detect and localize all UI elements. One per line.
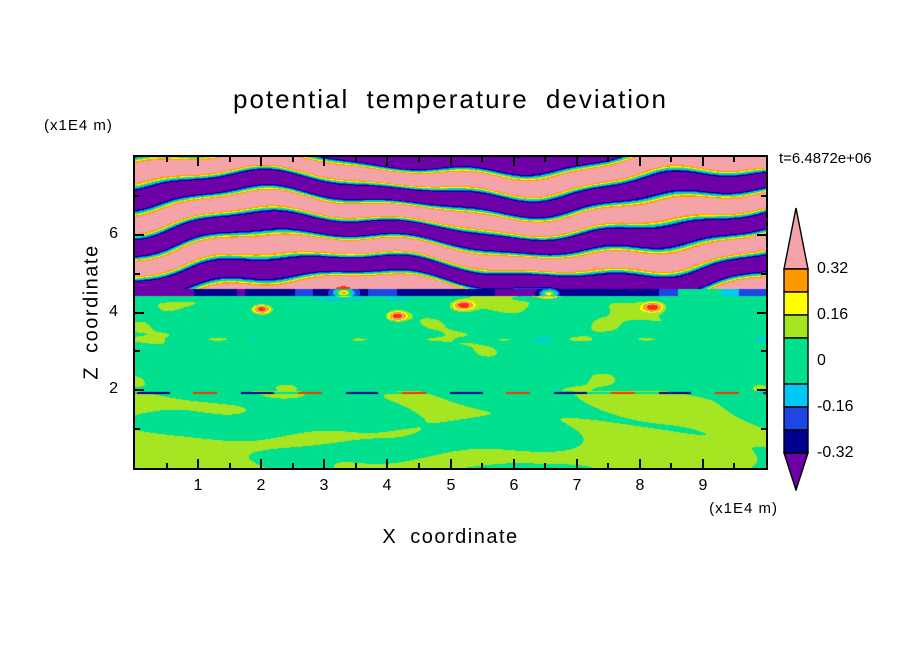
x-tick-label: 2: [256, 477, 266, 494]
tick-mark: [607, 463, 610, 468]
tick-mark: [670, 463, 673, 468]
x-tick-label: 9: [698, 477, 708, 494]
x-tick-label: 7: [572, 477, 582, 494]
tick-mark: [670, 157, 673, 162]
tick-mark: [386, 459, 389, 468]
tick-mark: [544, 463, 547, 468]
z-tick-label: 4: [109, 303, 118, 320]
tick-mark: [481, 463, 484, 468]
tick-mark: [228, 157, 231, 162]
colorbar-label: -0.32: [817, 444, 854, 461]
tick-mark: [761, 428, 766, 431]
tick-mark: [417, 157, 420, 162]
tick-mark: [228, 463, 231, 468]
tick-mark: [260, 157, 263, 166]
x-tick-label: 3: [319, 477, 329, 494]
tick-mark: [761, 272, 766, 275]
tick-mark: [260, 459, 263, 468]
tick-mark: [575, 157, 578, 166]
tick-mark: [354, 463, 357, 468]
tick-mark: [757, 233, 766, 236]
tick-mark: [733, 157, 736, 162]
colorbar-label: -0.16: [817, 398, 854, 415]
tick-mark: [417, 463, 420, 468]
colorbar-arrow-top: [783, 207, 809, 270]
z-tick-label: 6: [109, 225, 118, 242]
colorbar-svg: [783, 207, 809, 493]
z-axis-unit: (x1E4 m): [44, 117, 113, 134]
tick-mark: [701, 157, 704, 166]
tick-mark: [323, 459, 326, 468]
colorbar-arrow-bottom: [783, 452, 809, 493]
tick-mark: [512, 459, 515, 468]
tick-mark: [449, 459, 452, 468]
tick-mark: [165, 157, 168, 162]
colorbar-label: 0.16: [817, 306, 849, 323]
tick-mark: [197, 157, 200, 166]
x-axis-unit: (x1E4 m): [709, 500, 778, 517]
tick-mark: [135, 389, 144, 392]
tick-mark: [135, 350, 140, 353]
tick-mark: [449, 157, 452, 166]
x-tick-label: 4: [382, 477, 392, 494]
tick-mark: [291, 463, 294, 468]
time-annotation: t=6.4872e+06: [779, 150, 872, 167]
tick-mark: [135, 311, 144, 314]
tick-mark: [135, 428, 140, 431]
x-tick-label: 1: [193, 477, 203, 494]
tick-mark: [761, 194, 766, 197]
heatmap-canvas: [135, 157, 766, 468]
tick-mark: [757, 389, 766, 392]
tick-mark: [757, 311, 766, 314]
tick-mark: [761, 350, 766, 353]
x-tick-label: 5: [446, 477, 456, 494]
colorbar-label: 0.32: [817, 260, 849, 277]
tick-mark: [638, 157, 641, 166]
tick-mark: [512, 157, 515, 166]
x-tick-label: 6: [509, 477, 519, 494]
x-tick-label: 8: [635, 477, 645, 494]
plot-frame: [133, 155, 768, 470]
tick-mark: [607, 157, 610, 162]
tick-mark: [165, 463, 168, 468]
tick-mark: [544, 157, 547, 162]
plot-title: potential temperature deviation: [232, 84, 668, 114]
tick-mark: [197, 459, 200, 468]
x-axis-label: X coordinate: [382, 526, 519, 548]
colorbar-label: 0: [817, 352, 826, 369]
tick-mark: [291, 157, 294, 162]
tick-mark: [701, 459, 704, 468]
tick-mark: [135, 233, 144, 236]
tick-mark: [733, 463, 736, 468]
tick-mark: [575, 459, 578, 468]
tick-mark: [638, 459, 641, 468]
colorbar: [783, 207, 809, 493]
tick-mark: [386, 157, 389, 166]
tick-mark: [135, 272, 140, 275]
z-tick-label: 2: [109, 380, 118, 397]
tick-mark: [323, 157, 326, 166]
tick-mark: [135, 194, 140, 197]
tick-mark: [481, 157, 484, 162]
tick-mark: [354, 157, 357, 162]
